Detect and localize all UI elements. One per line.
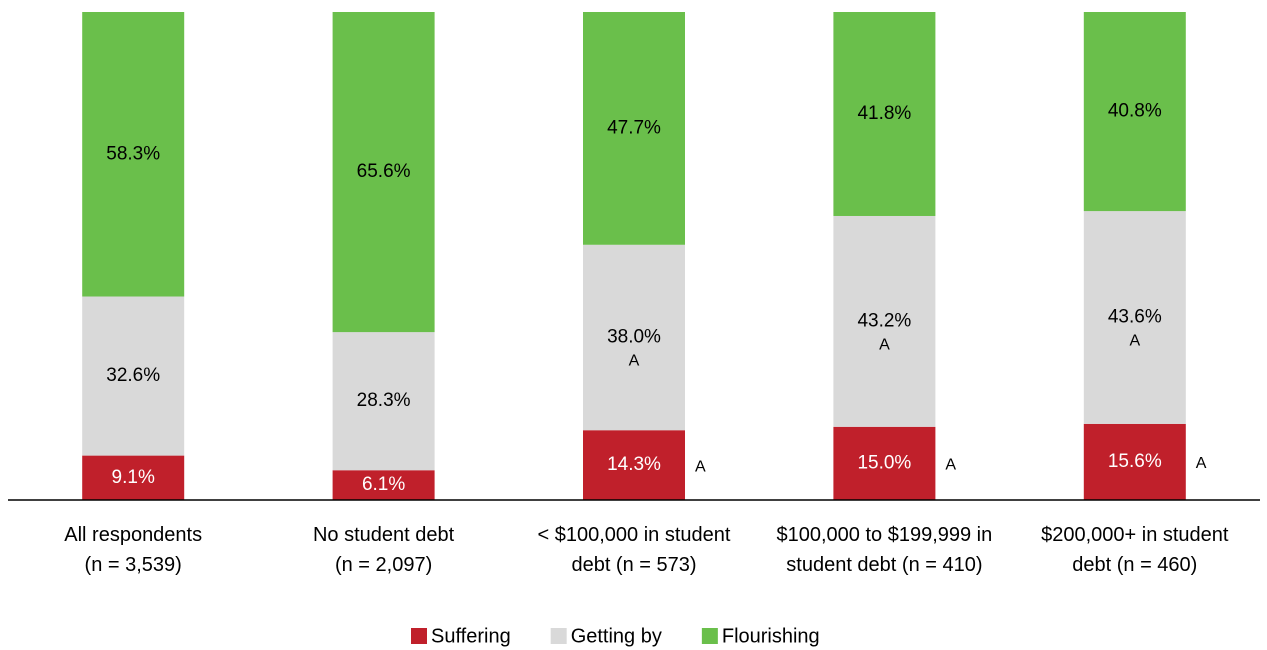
x-tick-label: All respondents (n = 3,539) xyxy=(64,524,203,576)
value-label: 47.7% xyxy=(607,117,661,138)
value-label: 41.8% xyxy=(857,103,911,124)
value-label: 58.3% xyxy=(106,143,160,164)
bar-segment xyxy=(583,12,685,245)
bar-segment xyxy=(332,332,435,471)
x-tick-label: No student debt (n = 2,097) xyxy=(312,524,455,576)
bar-segment xyxy=(583,430,685,500)
legend-swatch xyxy=(701,628,718,644)
annotation: A xyxy=(629,353,640,370)
value-label: 43.2% xyxy=(857,310,911,331)
value-label: 6.1% xyxy=(362,474,405,495)
bar-segment xyxy=(833,426,936,500)
bar-segment xyxy=(332,470,435,500)
value-label: 9.1% xyxy=(112,467,155,488)
bar-segment xyxy=(583,244,685,431)
legend-label: Getting by xyxy=(571,625,662,647)
annotation: A xyxy=(945,457,956,474)
value-label: 65.6% xyxy=(357,161,411,182)
bar-segment xyxy=(82,296,185,456)
bar-segment xyxy=(833,12,936,216)
bar-segment xyxy=(1083,211,1186,424)
bar-segment xyxy=(82,12,185,297)
value-label: 38.0% xyxy=(607,327,661,348)
bar-segment xyxy=(332,12,435,333)
x-tick-label: $200,000+ in student debt (n = 460) xyxy=(1041,524,1229,576)
x-tick-label: < $100,000 in student debt (n = 573) xyxy=(537,524,731,576)
legend-swatch xyxy=(550,628,567,644)
annotation: A xyxy=(695,458,706,475)
bar-segment xyxy=(833,215,936,427)
legend-label: Flourishing xyxy=(722,625,820,647)
value-label: 43.6% xyxy=(1108,307,1162,328)
annotation: A xyxy=(1129,333,1140,350)
value-label: 40.8% xyxy=(1108,101,1162,122)
bar-segment xyxy=(82,455,185,500)
value-label: 28.3% xyxy=(357,390,411,411)
legend-label: Suffering xyxy=(431,625,511,647)
value-label: 15.6% xyxy=(1108,451,1162,472)
annotation: A xyxy=(879,337,890,354)
legend-swatch xyxy=(411,628,427,644)
bar-segment xyxy=(1083,12,1186,212)
bar-segment xyxy=(1083,423,1186,500)
value-label: 15.0% xyxy=(857,452,911,473)
value-label: 32.6% xyxy=(106,365,160,386)
annotation: A xyxy=(1196,455,1207,472)
x-tick-label: $100,000 to $199,999 in student debt (n … xyxy=(776,524,993,576)
value-label: 14.3% xyxy=(607,454,661,475)
